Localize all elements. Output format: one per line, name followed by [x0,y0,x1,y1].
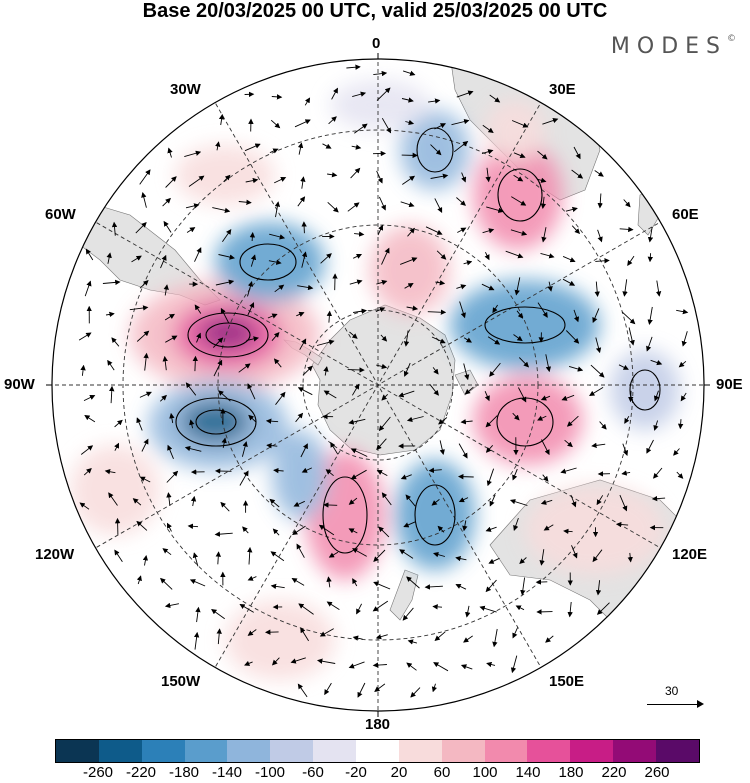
wind-vector [650,253,651,261]
vector-reference: 30 [645,684,705,714]
colorbar-swatch [185,740,228,762]
wind-vector [304,222,305,233]
wind-vector [195,357,196,372]
lon-label-30w: 30W [170,81,201,98]
lon-label-60e: 60E [672,206,699,223]
colorbar-swatch [313,740,356,762]
vector-reference-arrowhead [697,700,704,708]
colorbar-swatch [142,740,185,762]
anomaly-pos-southwest [70,445,160,535]
colorbar-swatch [270,740,313,762]
colorbar-tick-label: 140 [515,764,540,781]
wind-vector [324,505,337,506]
anomaly-neg-indian [450,280,600,370]
colorbar-tick-label: 100 [472,764,497,781]
colorbar-swatch [356,740,399,762]
lon-label-120e: 120E [672,546,707,563]
wind-vector [252,233,253,241]
anomaly-neg-north [330,80,430,130]
anomaly-neg-amundsen [272,430,328,520]
colorbar-tick-label: 220 [601,764,626,781]
wind-vector [459,477,474,478]
anomaly-pos-africa-southeast [485,100,545,160]
lon-label-150e: 150E [549,673,584,690]
colorbar-ticks: -260 -220 -180 -140 -100 -60 -20 20 60 100 140 180 2… [55,764,700,783]
colorbar-swatch [399,740,442,762]
colorbar-swatch [613,740,656,762]
anomaly-neg-east-indian [610,350,680,430]
colorbar-tick-label: 60 [434,764,451,781]
wind-vector [631,391,632,402]
colorbar-swatch [570,740,613,762]
colorbar-tick-label: -180 [169,764,199,781]
vector-reference-value: 30 [665,684,678,698]
anomaly-neg-south-pacific-core [180,400,250,444]
colorbar-tick-label: 20 [391,764,408,781]
lon-label-180: 180 [365,716,390,733]
anomaly-pos-peninsula-core [198,315,258,351]
colorbar-tick-label: 180 [558,764,583,781]
lon-label-90e: 90E [716,376,743,393]
anomaly-pos-australia [525,485,665,575]
colorbar-swatch [442,740,485,762]
anomaly-pos-pacific-south [225,600,335,680]
colorbar-swatch [527,740,570,762]
colorbar-swatch [99,740,142,762]
colorbar-swatch [485,740,528,762]
polar-map [0,0,750,783]
lon-label-60w: 60W [45,206,76,223]
colorbar-tick-label: -20 [345,764,367,781]
lon-label-30e: 30E [549,81,576,98]
anomaly-pos-weddell [370,225,450,315]
colorbar-tick-label: -140 [212,764,242,781]
anomaly-pos-north-atlantic [175,145,275,205]
lon-label-120w: 120W [35,546,74,563]
wind-vector [348,370,364,371]
colorbar-swatch [56,740,99,762]
colorbar [55,739,700,763]
lon-label-150w: 150W [161,673,200,690]
lon-label-90w: 90W [4,376,35,393]
colorbar-tick-label: -60 [302,764,324,781]
map-disc [40,55,720,725]
colorbar-tick-label: -100 [255,764,285,781]
colorbar-tick-label: -260 [83,764,113,781]
colorbar-swatch [656,740,699,762]
vector-reference-shaft [647,704,701,705]
anomaly-pos-indian [473,375,583,465]
colorbar-tick-label: 260 [644,764,669,781]
colorbar-swatch [227,740,270,762]
colorbar-tick-label: -220 [126,764,156,781]
lon-label-0: 0 [372,35,380,52]
